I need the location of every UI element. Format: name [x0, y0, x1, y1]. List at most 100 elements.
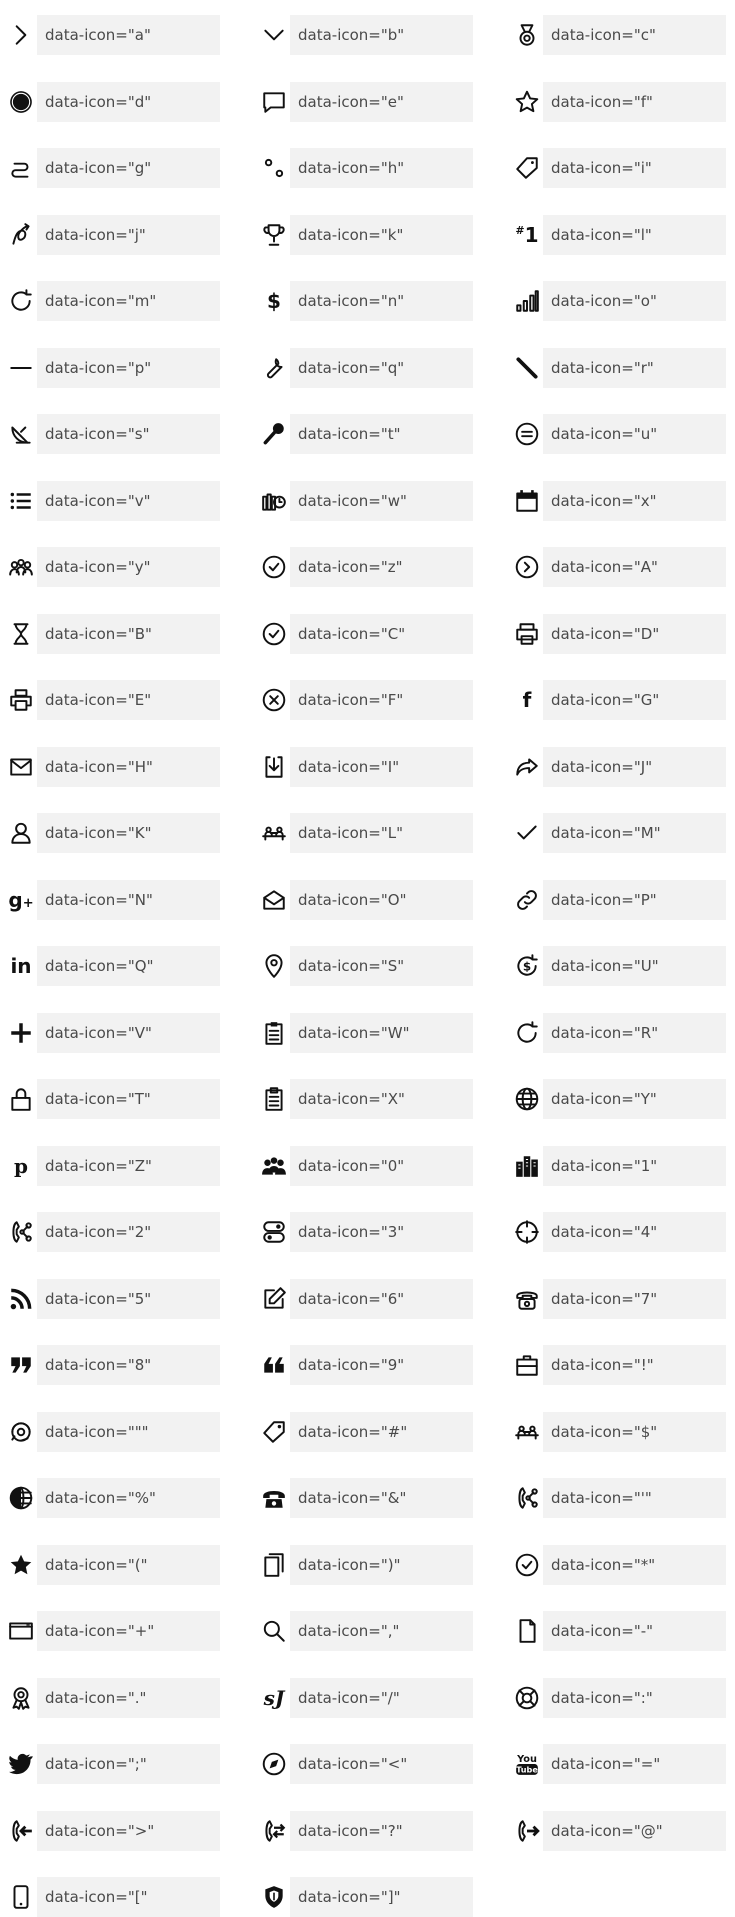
icon-entry: data-icon=">" [5, 1811, 220, 1851]
download-box-icon [258, 747, 290, 787]
edit-icon [258, 1279, 290, 1319]
open-mail-icon [258, 880, 290, 920]
speech-bubble-icon [258, 82, 290, 122]
icon-entry: data-icon="3" [258, 1212, 473, 1252]
icon-entry: data-icon="X" [258, 1079, 473, 1119]
icon-code-label: data-icon="c" [543, 15, 726, 55]
users-icon [258, 1146, 290, 1186]
icon-code-label: data-icon="v" [37, 481, 220, 521]
chevron-right-icon [5, 15, 37, 55]
list-icon [5, 481, 37, 521]
icon-code-label: data-icon="5" [37, 1279, 220, 1319]
icon-code-label: data-icon="m" [37, 281, 220, 321]
toggle-stack-icon [258, 1212, 290, 1252]
svg-text:You: You [516, 1754, 537, 1765]
icon-code-label: data-icon="X" [290, 1079, 473, 1119]
clipboard-icon [258, 1013, 290, 1053]
icon-entry: data-icon="I" [258, 747, 473, 787]
icon-entry: data-icon="]" [258, 1877, 473, 1917]
svg-text:Tube: Tube [516, 1765, 538, 1775]
icon-code-label: data-icon="a" [37, 15, 220, 55]
diagonal-line-icon [511, 348, 543, 388]
printer-outline-icon [5, 680, 37, 720]
document-icon [511, 1611, 543, 1651]
icon-code-label: data-icon="r" [543, 348, 726, 388]
icon-entry: data-icon="u" [511, 414, 726, 454]
quote-close-icon [258, 1345, 290, 1385]
icon-entry: data-icon=""" [5, 1412, 220, 1452]
icon-code-label: data-icon="P" [543, 880, 726, 920]
telephone-icon [511, 1279, 543, 1319]
icon-code-label: data-icon="3" [290, 1212, 473, 1252]
icon-code-label: data-icon=":" [543, 1678, 726, 1718]
icon-code-label: data-icon="x" [543, 481, 726, 521]
icon-code-label: data-icon="l" [543, 215, 726, 255]
icon-entry: data-icon="r" [511, 348, 726, 388]
icon-entry: data-icon="E" [5, 680, 220, 720]
twitter-icon [5, 1744, 37, 1784]
icon-code-label: data-icon="9" [290, 1345, 473, 1385]
icon-entry: data-icon="D" [511, 614, 726, 654]
icon-code-label: data-icon="*" [543, 1545, 726, 1585]
icon-code-label: data-icon="8" [37, 1345, 220, 1385]
icon-code-label: data-icon="p" [37, 348, 220, 388]
icon-entry: data-icon="'" [511, 1478, 726, 1518]
icon-entry: data-icon="." [5, 1678, 220, 1718]
icon-code-label: data-icon="/" [290, 1678, 473, 1718]
icon-code-label: data-icon="<" [290, 1744, 473, 1784]
icon-entry: data-icon="s" [5, 414, 220, 454]
icon-entry: data-icon="S" [258, 946, 473, 986]
icon-entry: data-icon="c" [511, 15, 726, 55]
icon-code-label: data-icon="G" [543, 680, 726, 720]
icon-code-label: data-icon="s" [37, 414, 220, 454]
seal-badge-icon [5, 82, 37, 122]
icon-entry: data-icon="t" [258, 414, 473, 454]
icon-code-label: data-icon=""" [37, 1412, 220, 1452]
icon-entry: data-icon="F" [258, 680, 473, 720]
icon-code-label: data-icon="Z" [37, 1146, 220, 1186]
icon-code-label: data-icon="7" [543, 1279, 726, 1319]
icon-code-label: data-icon="0" [290, 1146, 473, 1186]
plus-icon [5, 1013, 37, 1053]
award-icon [5, 1678, 37, 1718]
globe-half-icon [5, 1478, 37, 1518]
icon-entry: data-icon="z" [258, 547, 473, 587]
refresh-icon [5, 281, 37, 321]
group-icon [5, 547, 37, 587]
icon-code-label: data-icon="?" [290, 1811, 473, 1851]
icon-entry: data-icon="k" [258, 215, 473, 255]
icon-code-label: data-icon="y" [37, 547, 220, 587]
icon-entry: data-icon="," [258, 1611, 473, 1651]
lifebuoy-icon [511, 1678, 543, 1718]
meeting-icon [258, 813, 290, 853]
icon-entry: You Tube data-icon="=" [511, 1744, 726, 1784]
icon-code-label: data-icon="T" [37, 1079, 220, 1119]
icon-entry: f data-icon="G" [511, 680, 726, 720]
hourglass-icon [5, 614, 37, 654]
mobile-phone-icon [5, 1877, 37, 1917]
icon-code-label: data-icon="(" [37, 1545, 220, 1585]
share-arrow-icon [511, 747, 543, 787]
browser-window-icon [5, 1611, 37, 1651]
clipboard-copy-icon [258, 1545, 290, 1585]
user-icon [5, 813, 37, 853]
linkedin-icon: in [10, 954, 32, 978]
icon-entry: data-icon="B" [5, 614, 220, 654]
icon-code-label: data-icon=">" [37, 1811, 220, 1851]
icon-entry: data-icon="8" [5, 1345, 220, 1385]
icon-entry: data-icon="x" [511, 481, 726, 521]
icon-code-label: data-icon="+" [37, 1611, 220, 1651]
bent-arrow-icon [5, 215, 37, 255]
facebook-icon: f [522, 688, 532, 712]
icon-code-label: data-icon="W" [290, 1013, 473, 1053]
icon-entry: data-icon="4" [511, 1212, 726, 1252]
icon-code-label: data-icon="E" [37, 680, 220, 720]
icon-code-label: data-icon="b" [290, 15, 473, 55]
icon-entry: data-icon="y" [5, 547, 220, 587]
telephone-filled-icon [258, 1478, 290, 1518]
map-pin-icon [258, 946, 290, 986]
rss-icon [5, 1279, 37, 1319]
pinterest-icon: p [14, 1154, 28, 1178]
icon-entry: data-icon="T" [5, 1079, 220, 1119]
